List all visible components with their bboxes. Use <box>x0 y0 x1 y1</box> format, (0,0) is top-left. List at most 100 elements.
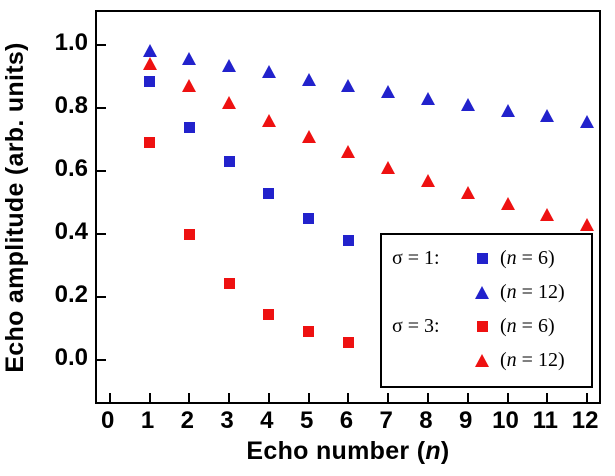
x-tick <box>586 393 589 402</box>
y-tick <box>97 359 106 362</box>
legend-entry-var: n <box>506 348 517 371</box>
data-point <box>460 186 475 200</box>
legend-marker-cell <box>464 285 500 299</box>
plot-area <box>95 10 601 404</box>
data-point <box>301 72 316 86</box>
x-tick <box>148 393 151 402</box>
data-point <box>381 161 396 175</box>
data-point <box>182 52 197 66</box>
data-point <box>420 173 435 187</box>
data-point <box>460 97 475 111</box>
data-point <box>341 79 356 93</box>
data-point <box>303 212 315 224</box>
legend-entry-label: (n = 12) <box>500 281 565 304</box>
y-tick-label: 1.0 <box>54 29 88 57</box>
x-tick <box>426 393 429 402</box>
square-marker-icon <box>476 320 488 332</box>
legend-marker-cell <box>464 353 500 367</box>
square-marker-icon <box>476 252 488 264</box>
y-tick-label: 0.6 <box>54 155 88 183</box>
data-point <box>261 113 276 127</box>
data-point <box>183 228 195 240</box>
y-tick-label: 0.0 <box>54 344 88 372</box>
y-tick-label: 0.2 <box>54 281 88 309</box>
legend-entry-open: ( <box>500 348 507 371</box>
legend-entry-open: ( <box>500 314 507 337</box>
data-point <box>182 79 197 93</box>
data-point <box>263 309 275 321</box>
data-point <box>580 217 595 231</box>
legend-row: (n = 12) <box>392 343 591 377</box>
data-point <box>540 208 555 222</box>
x-tick-label: 5 <box>299 407 314 434</box>
x-tick <box>387 393 390 402</box>
x-tick-label: 10 <box>492 407 519 434</box>
x-axis-label-close: ) <box>440 437 450 465</box>
y-tick <box>97 44 106 47</box>
legend-marker-cell <box>464 252 500 264</box>
x-tick <box>108 393 111 402</box>
x-axis-label-text: Echo number ( <box>246 437 426 465</box>
data-point <box>183 121 195 133</box>
data-point <box>540 109 555 123</box>
data-point <box>303 326 315 338</box>
data-point <box>144 75 155 87</box>
data-point <box>142 44 157 58</box>
data-point <box>142 57 157 70</box>
x-tick-label: 12 <box>571 407 599 434</box>
y-axis-label: Echo amplitude (arb. units) <box>1 42 29 373</box>
y-tick <box>97 233 106 236</box>
x-tick-label: 3 <box>220 407 234 434</box>
data-point <box>222 58 237 72</box>
legend-entry-rest: = 6) <box>516 246 555 269</box>
legend: σ = 1: (n = 6) (n = 12) σ = 3: (n = 6) <box>380 233 593 388</box>
x-tick <box>188 393 191 402</box>
legend-entry-label: (n = 6) <box>500 315 555 338</box>
data-point <box>342 337 354 349</box>
x-tick <box>228 393 231 402</box>
data-point <box>342 235 354 247</box>
legend-row: (n = 12) <box>392 275 591 309</box>
x-tick-label: 0 <box>101 407 115 434</box>
x-tick-label: 6 <box>339 407 354 434</box>
triangle-marker-icon <box>475 353 489 367</box>
legend-marker-cell <box>464 320 500 332</box>
data-point <box>263 187 275 199</box>
legend-entry-var: n <box>506 314 517 337</box>
y-tick <box>97 107 106 110</box>
x-tick-label: 11 <box>532 407 558 434</box>
data-point <box>223 156 235 168</box>
y-tick <box>97 170 106 173</box>
data-point <box>500 104 515 118</box>
legend-row: σ = 1: (n = 6) <box>392 241 591 275</box>
legend-entry-open: ( <box>500 280 507 303</box>
x-tick <box>506 393 509 402</box>
legend-entry-rest: = 6) <box>516 314 555 337</box>
data-point <box>144 137 155 149</box>
legend-entry-label: (n = 12) <box>500 349 565 372</box>
legend-entry-var: n <box>506 246 517 269</box>
x-tick-label: 1 <box>140 407 155 434</box>
legend-row: σ = 3: (n = 6) <box>392 309 591 343</box>
legend-entry-var: n <box>506 280 517 303</box>
x-tick <box>546 393 549 402</box>
y-tick <box>97 296 106 299</box>
data-point <box>261 64 276 78</box>
legend-entry-open: ( <box>500 246 507 269</box>
legend-entry-rest: = 12) <box>516 280 565 303</box>
x-tick <box>466 393 469 402</box>
legend-group-label: σ = 3: <box>392 314 440 337</box>
y-tick-label: 0.4 <box>54 218 88 246</box>
x-tick-label: 2 <box>180 407 194 434</box>
x-tick-label: 4 <box>260 407 274 434</box>
x-tick-label: 8 <box>419 407 433 434</box>
data-point <box>341 145 356 159</box>
x-tick <box>307 393 310 402</box>
legend-entry-rest: = 12) <box>516 348 565 371</box>
x-tick <box>267 393 270 402</box>
y-tick-label: 0.8 <box>54 92 88 120</box>
data-point <box>223 277 235 289</box>
data-point <box>222 96 237 110</box>
legend-group-label: σ = 1: <box>392 246 440 269</box>
